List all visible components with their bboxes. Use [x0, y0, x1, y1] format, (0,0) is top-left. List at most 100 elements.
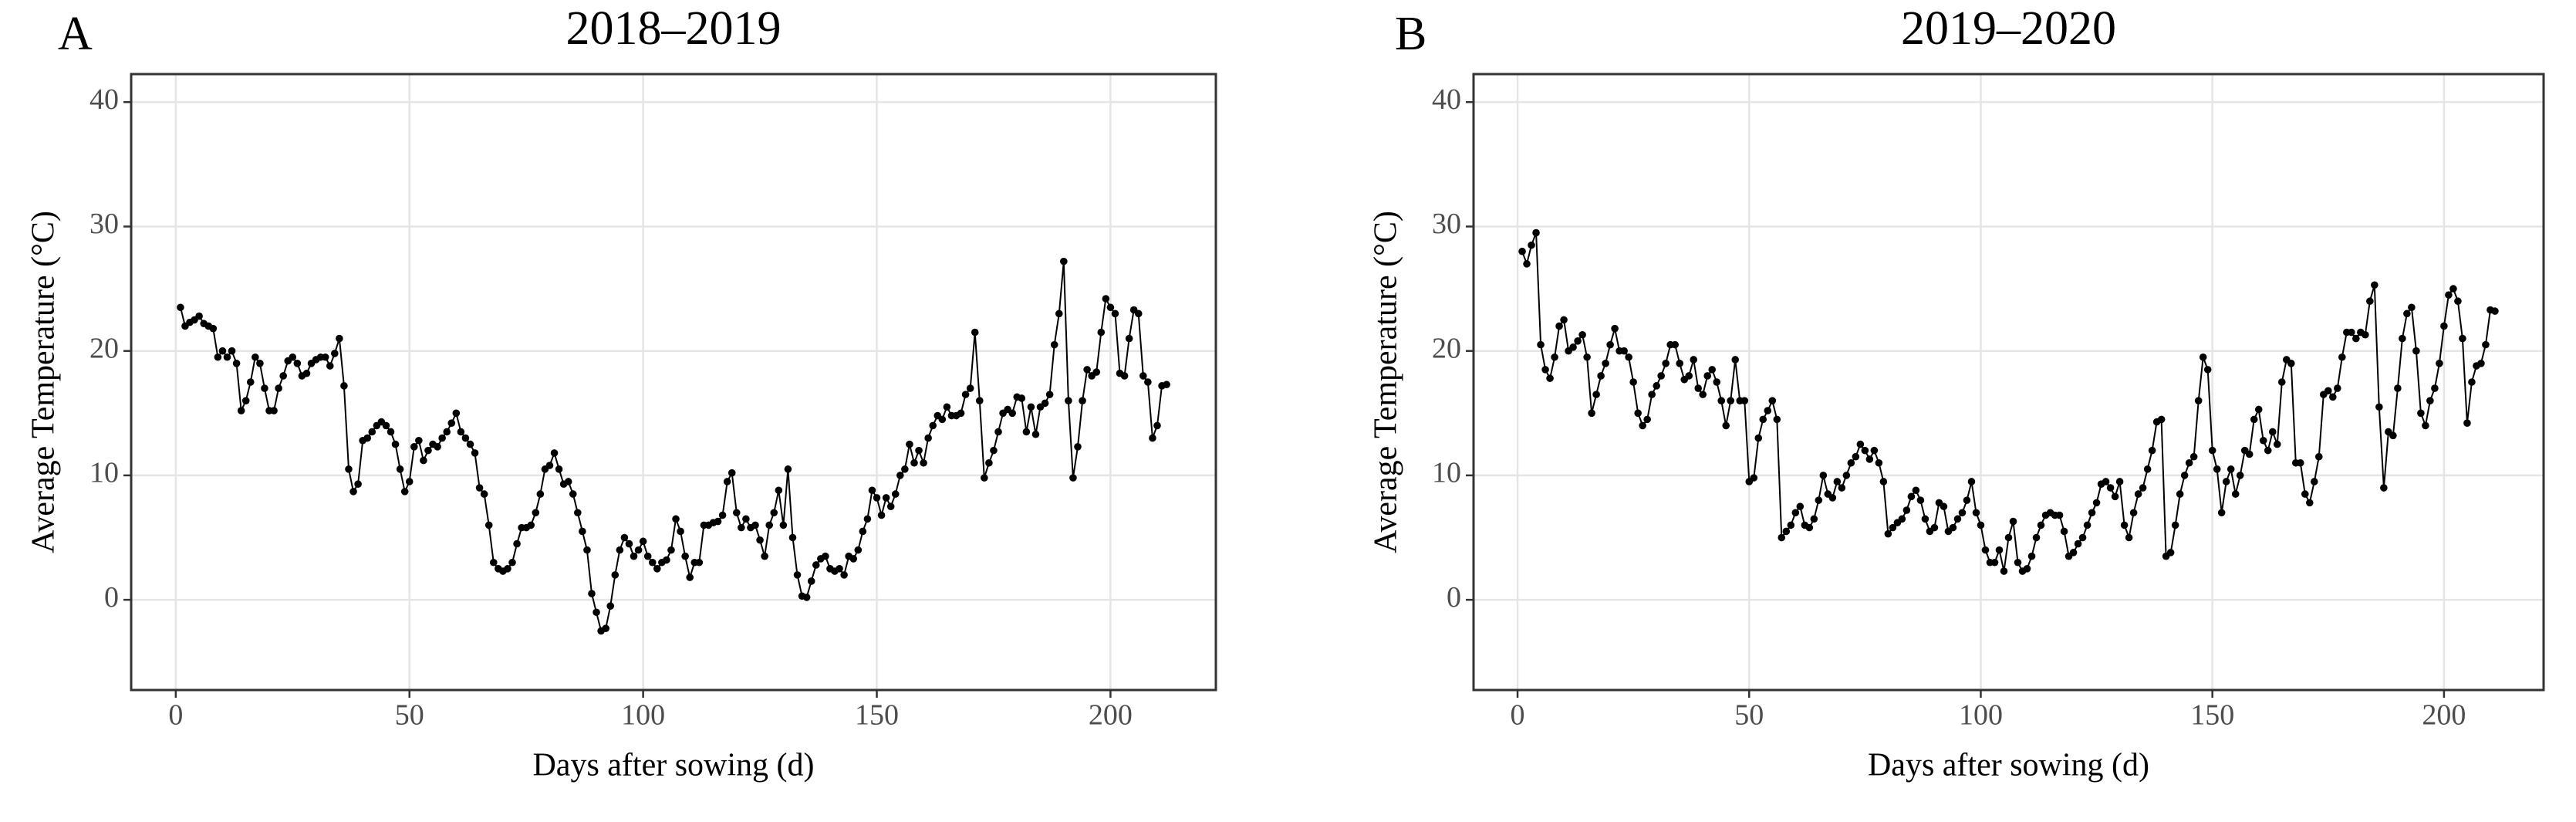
data-point — [2157, 415, 2166, 424]
data-point — [2194, 397, 2203, 404]
x-tick-label: 100 — [621, 699, 665, 732]
data-point — [2111, 492, 2119, 501]
data-point — [415, 436, 423, 445]
data-point — [1990, 558, 1999, 567]
data-point — [648, 558, 657, 567]
data-point — [410, 443, 418, 451]
data-point — [2088, 509, 2096, 517]
plot-background — [131, 74, 1216, 690]
data-point — [2375, 403, 2383, 411]
data-point — [241, 397, 250, 404]
data-point — [2000, 567, 2008, 575]
data-point — [2301, 490, 2309, 498]
x-tick-label: 50 — [395, 699, 424, 732]
data-point — [643, 552, 652, 560]
data-point — [508, 558, 516, 567]
y-tick-label: 10 — [1432, 457, 1461, 489]
data-point — [532, 509, 540, 517]
data-point — [1703, 372, 1712, 380]
data-point — [368, 428, 376, 436]
data-point — [466, 440, 474, 448]
data-point — [1611, 324, 1619, 333]
data-point — [2334, 384, 2341, 392]
data-point — [2362, 330, 2369, 339]
data-point — [1546, 374, 1554, 382]
data-point — [723, 478, 731, 485]
data-point — [994, 428, 1002, 436]
data-point — [232, 360, 241, 367]
data-point — [910, 458, 918, 467]
data-point — [1639, 421, 1646, 430]
data-point — [770, 509, 778, 517]
data-point — [938, 415, 947, 424]
data-point — [1713, 378, 1721, 386]
data-point — [1153, 421, 1161, 430]
data-point — [929, 421, 937, 430]
x-tick-label: 200 — [2422, 699, 2466, 732]
data-point — [915, 446, 923, 455]
data-point — [349, 488, 357, 496]
data-point — [1810, 515, 1818, 523]
data-point — [1833, 478, 1842, 485]
data-point — [779, 521, 788, 529]
y-tick-label: 20 — [1432, 332, 1461, 364]
data-point — [840, 571, 848, 579]
data-point — [2459, 334, 2466, 343]
data-point — [583, 546, 591, 554]
data-point — [564, 478, 572, 485]
data-point — [714, 517, 722, 526]
data-point — [975, 397, 984, 404]
data-point — [555, 465, 563, 473]
data-point — [961, 391, 970, 398]
data-point — [2023, 565, 2031, 573]
data-point — [1149, 434, 1156, 442]
data-point — [340, 382, 348, 390]
data-point — [1953, 515, 1962, 523]
data-point — [1657, 372, 1665, 380]
data-point — [1731, 356, 1740, 364]
data-point — [452, 409, 461, 418]
data-point — [2236, 472, 2244, 479]
data-point — [672, 515, 680, 523]
data-point — [2203, 366, 2212, 374]
data-point — [1838, 484, 1846, 492]
data-point — [1912, 486, 1920, 495]
data-point — [1583, 353, 1591, 361]
data-point — [354, 480, 362, 488]
data-point — [1722, 421, 1730, 430]
data-point — [2004, 533, 2013, 542]
data-point — [761, 552, 768, 560]
data-point — [1144, 378, 1152, 386]
data-point — [2189, 452, 2198, 461]
data-point — [2431, 384, 2439, 392]
data-point — [1949, 523, 1957, 532]
data-point — [2352, 334, 2360, 343]
data-point — [2277, 378, 2286, 386]
data-point — [1120, 372, 1129, 380]
data-point — [1907, 492, 1916, 501]
data-point — [461, 434, 470, 442]
data-point — [1537, 340, 1545, 349]
data-point — [2231, 490, 2240, 498]
data-point — [1856, 440, 1865, 448]
data-point — [588, 590, 596, 597]
x-tick-label: 100 — [1959, 699, 2003, 732]
data-point — [1699, 391, 1707, 398]
data-point — [480, 490, 488, 498]
data-point — [550, 449, 559, 457]
data-point — [252, 353, 259, 361]
data-point — [1852, 452, 1860, 461]
data-point — [484, 521, 493, 529]
data-point — [1815, 496, 1823, 504]
data-point — [574, 509, 582, 517]
data-point — [2403, 310, 2411, 318]
data-point — [513, 540, 521, 548]
data-point — [924, 434, 932, 442]
data-point — [326, 362, 334, 370]
data-point — [2422, 421, 2429, 430]
data-point — [2338, 353, 2346, 361]
data-point — [2273, 440, 2281, 448]
data-point — [1671, 340, 1679, 349]
x-tick-label: 0 — [1511, 699, 1525, 732]
data-point — [920, 458, 927, 467]
